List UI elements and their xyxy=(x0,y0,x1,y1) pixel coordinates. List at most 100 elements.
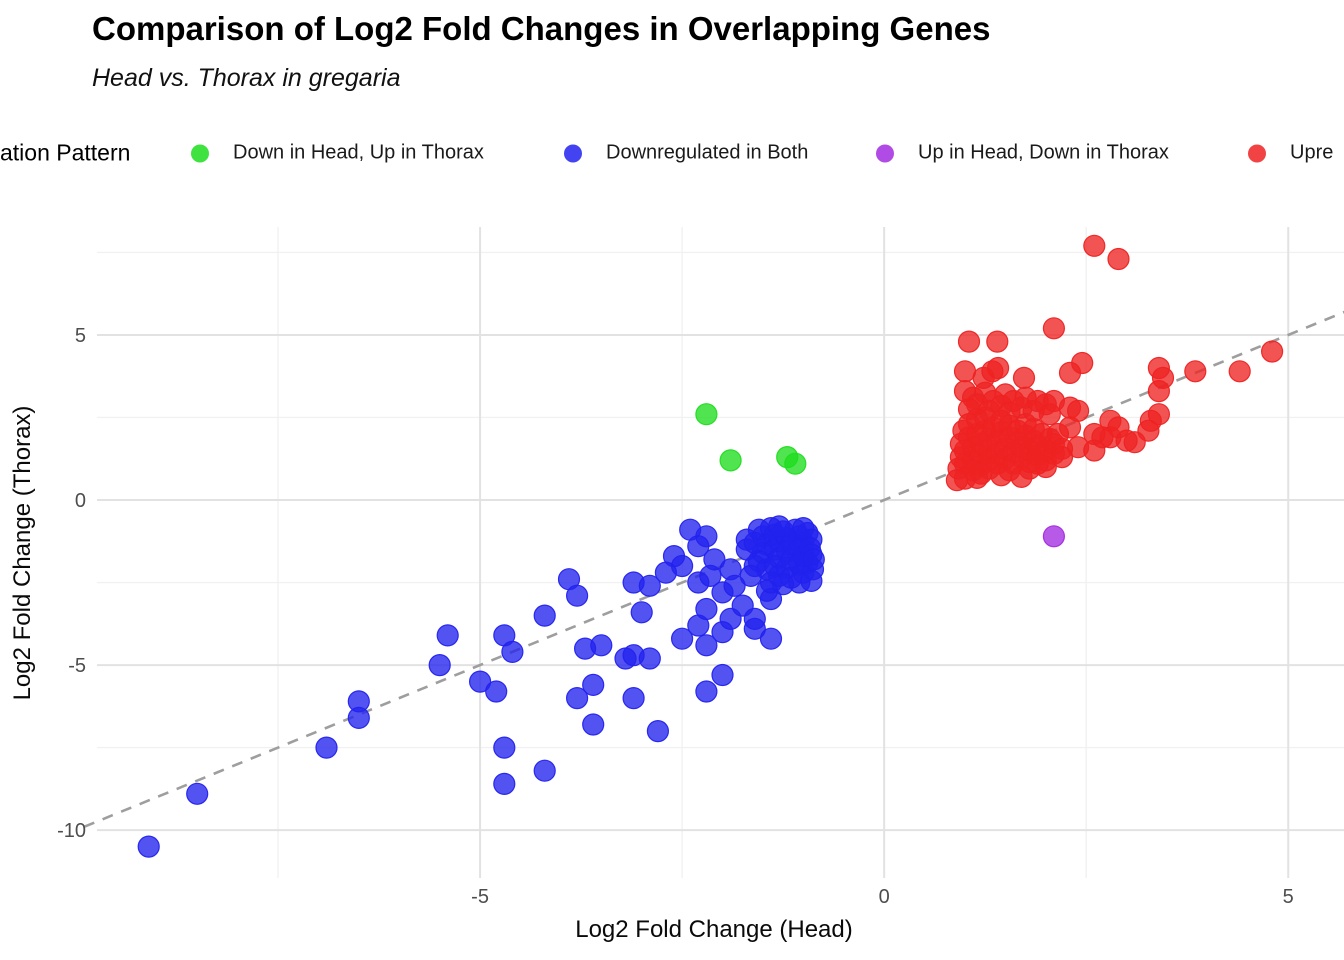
data-point xyxy=(767,515,791,538)
data-point xyxy=(469,670,492,693)
data-point xyxy=(743,531,766,555)
x-tick-label: -5 xyxy=(471,886,489,908)
y-tick-label: 5 xyxy=(75,325,86,347)
data-point xyxy=(695,680,718,703)
data-point xyxy=(723,574,746,597)
data-point xyxy=(743,617,766,640)
data-point xyxy=(565,686,589,710)
data-point xyxy=(784,452,807,475)
series-upregulated-in-both xyxy=(945,234,1284,492)
y-axis-title: Log2 Fold Change (Thorax) xyxy=(9,406,36,701)
data-point xyxy=(953,360,977,383)
data-point xyxy=(759,627,783,650)
data-point xyxy=(582,713,605,736)
data-point xyxy=(428,653,451,677)
data-point xyxy=(654,561,678,584)
legend-dot-icon xyxy=(1248,144,1266,162)
legend-dot-icon xyxy=(564,144,582,162)
data-point xyxy=(1058,361,1082,384)
data-point xyxy=(957,330,981,353)
y-tick-labels: 5 0 -5 -10 xyxy=(57,325,86,842)
legend: ation Pattern Down in Head, Up in Thorax… xyxy=(0,133,1344,173)
data-point xyxy=(990,464,1013,487)
data-point xyxy=(695,403,718,426)
data-point xyxy=(533,759,556,782)
legend-item: Up in Head, Down in Thorax xyxy=(876,142,1169,165)
legend-item-label: Upre xyxy=(1290,141,1334,164)
data-point xyxy=(1038,403,1061,426)
data-point xyxy=(630,601,653,624)
data-point xyxy=(638,574,661,597)
data-point xyxy=(719,449,742,472)
data-point xyxy=(792,516,815,540)
series-downregulated-in-both xyxy=(137,515,825,858)
legend-item-label: Down in Head, Up in Thorax xyxy=(233,141,484,164)
data-point xyxy=(687,535,710,558)
data-point xyxy=(347,706,370,730)
data-point xyxy=(986,356,1010,380)
y-tick-label: -5 xyxy=(68,655,86,677)
data-point xyxy=(739,564,762,588)
data-point xyxy=(1050,446,1074,469)
data-point xyxy=(436,624,459,647)
series-up-in-head-down-in-thorax xyxy=(1042,525,1066,548)
data-point xyxy=(1123,431,1146,454)
legend-title: ation Pattern xyxy=(0,139,131,166)
data-point xyxy=(315,736,338,759)
data-point xyxy=(1026,452,1049,475)
data-point xyxy=(945,469,969,492)
data-point xyxy=(670,627,694,650)
data-point xyxy=(590,634,613,657)
x-tick-label: 0 xyxy=(879,886,890,908)
scatter-points xyxy=(137,234,1284,858)
legend-dot-icon xyxy=(191,144,209,162)
data-point xyxy=(1012,366,1036,389)
data-point xyxy=(493,736,516,759)
data-point xyxy=(137,835,160,858)
legend-item: Upre xyxy=(1248,142,1333,165)
data-point xyxy=(565,584,589,607)
data-point xyxy=(582,673,605,697)
data-point xyxy=(493,772,516,796)
data-point xyxy=(802,548,825,571)
data-point xyxy=(1042,317,1066,340)
data-point xyxy=(711,663,734,687)
data-point xyxy=(485,680,508,703)
data-point xyxy=(1107,247,1130,271)
data-point xyxy=(695,597,718,621)
data-point xyxy=(800,569,823,593)
series-down-in-head-up-in-thorax xyxy=(695,403,807,475)
legend-item: Downregulated in Both xyxy=(564,142,808,165)
data-point xyxy=(1010,465,1033,488)
x-tick-label: 5 xyxy=(1283,886,1294,908)
x-tick-labels: -5 0 5 xyxy=(471,886,1294,908)
legend-item: Down in Head, Up in Thorax xyxy=(191,142,484,165)
y-tick-label: 0 xyxy=(75,490,86,512)
chart-title: Comparison of Log2 Fold Changes in Overl… xyxy=(92,10,991,47)
data-point xyxy=(638,647,661,670)
data-point xyxy=(699,564,722,588)
data-point xyxy=(646,719,670,743)
data-point xyxy=(1042,525,1066,548)
data-point xyxy=(1184,360,1207,383)
data-point xyxy=(1228,360,1251,383)
chart-subtitle: Head vs. Thorax in gregaria xyxy=(92,64,401,92)
data-point xyxy=(965,466,989,489)
data-point xyxy=(622,686,645,710)
data-point xyxy=(501,640,524,664)
data-point xyxy=(186,782,209,805)
legend-item-label: Downregulated in Both xyxy=(606,141,809,164)
data-point xyxy=(755,579,779,602)
data-point xyxy=(1147,380,1171,403)
data-point xyxy=(695,634,718,657)
data-point xyxy=(533,604,556,627)
data-point xyxy=(1083,439,1106,462)
x-axis-title: Log2 Fold Change (Head) xyxy=(575,916,853,943)
data-point xyxy=(986,330,1009,353)
legend-dot-icon xyxy=(876,144,894,162)
y-tick-label: -10 xyxy=(57,820,86,842)
legend-item-label: Up in Head, Down in Thorax xyxy=(918,141,1169,164)
data-point xyxy=(1083,234,1106,257)
